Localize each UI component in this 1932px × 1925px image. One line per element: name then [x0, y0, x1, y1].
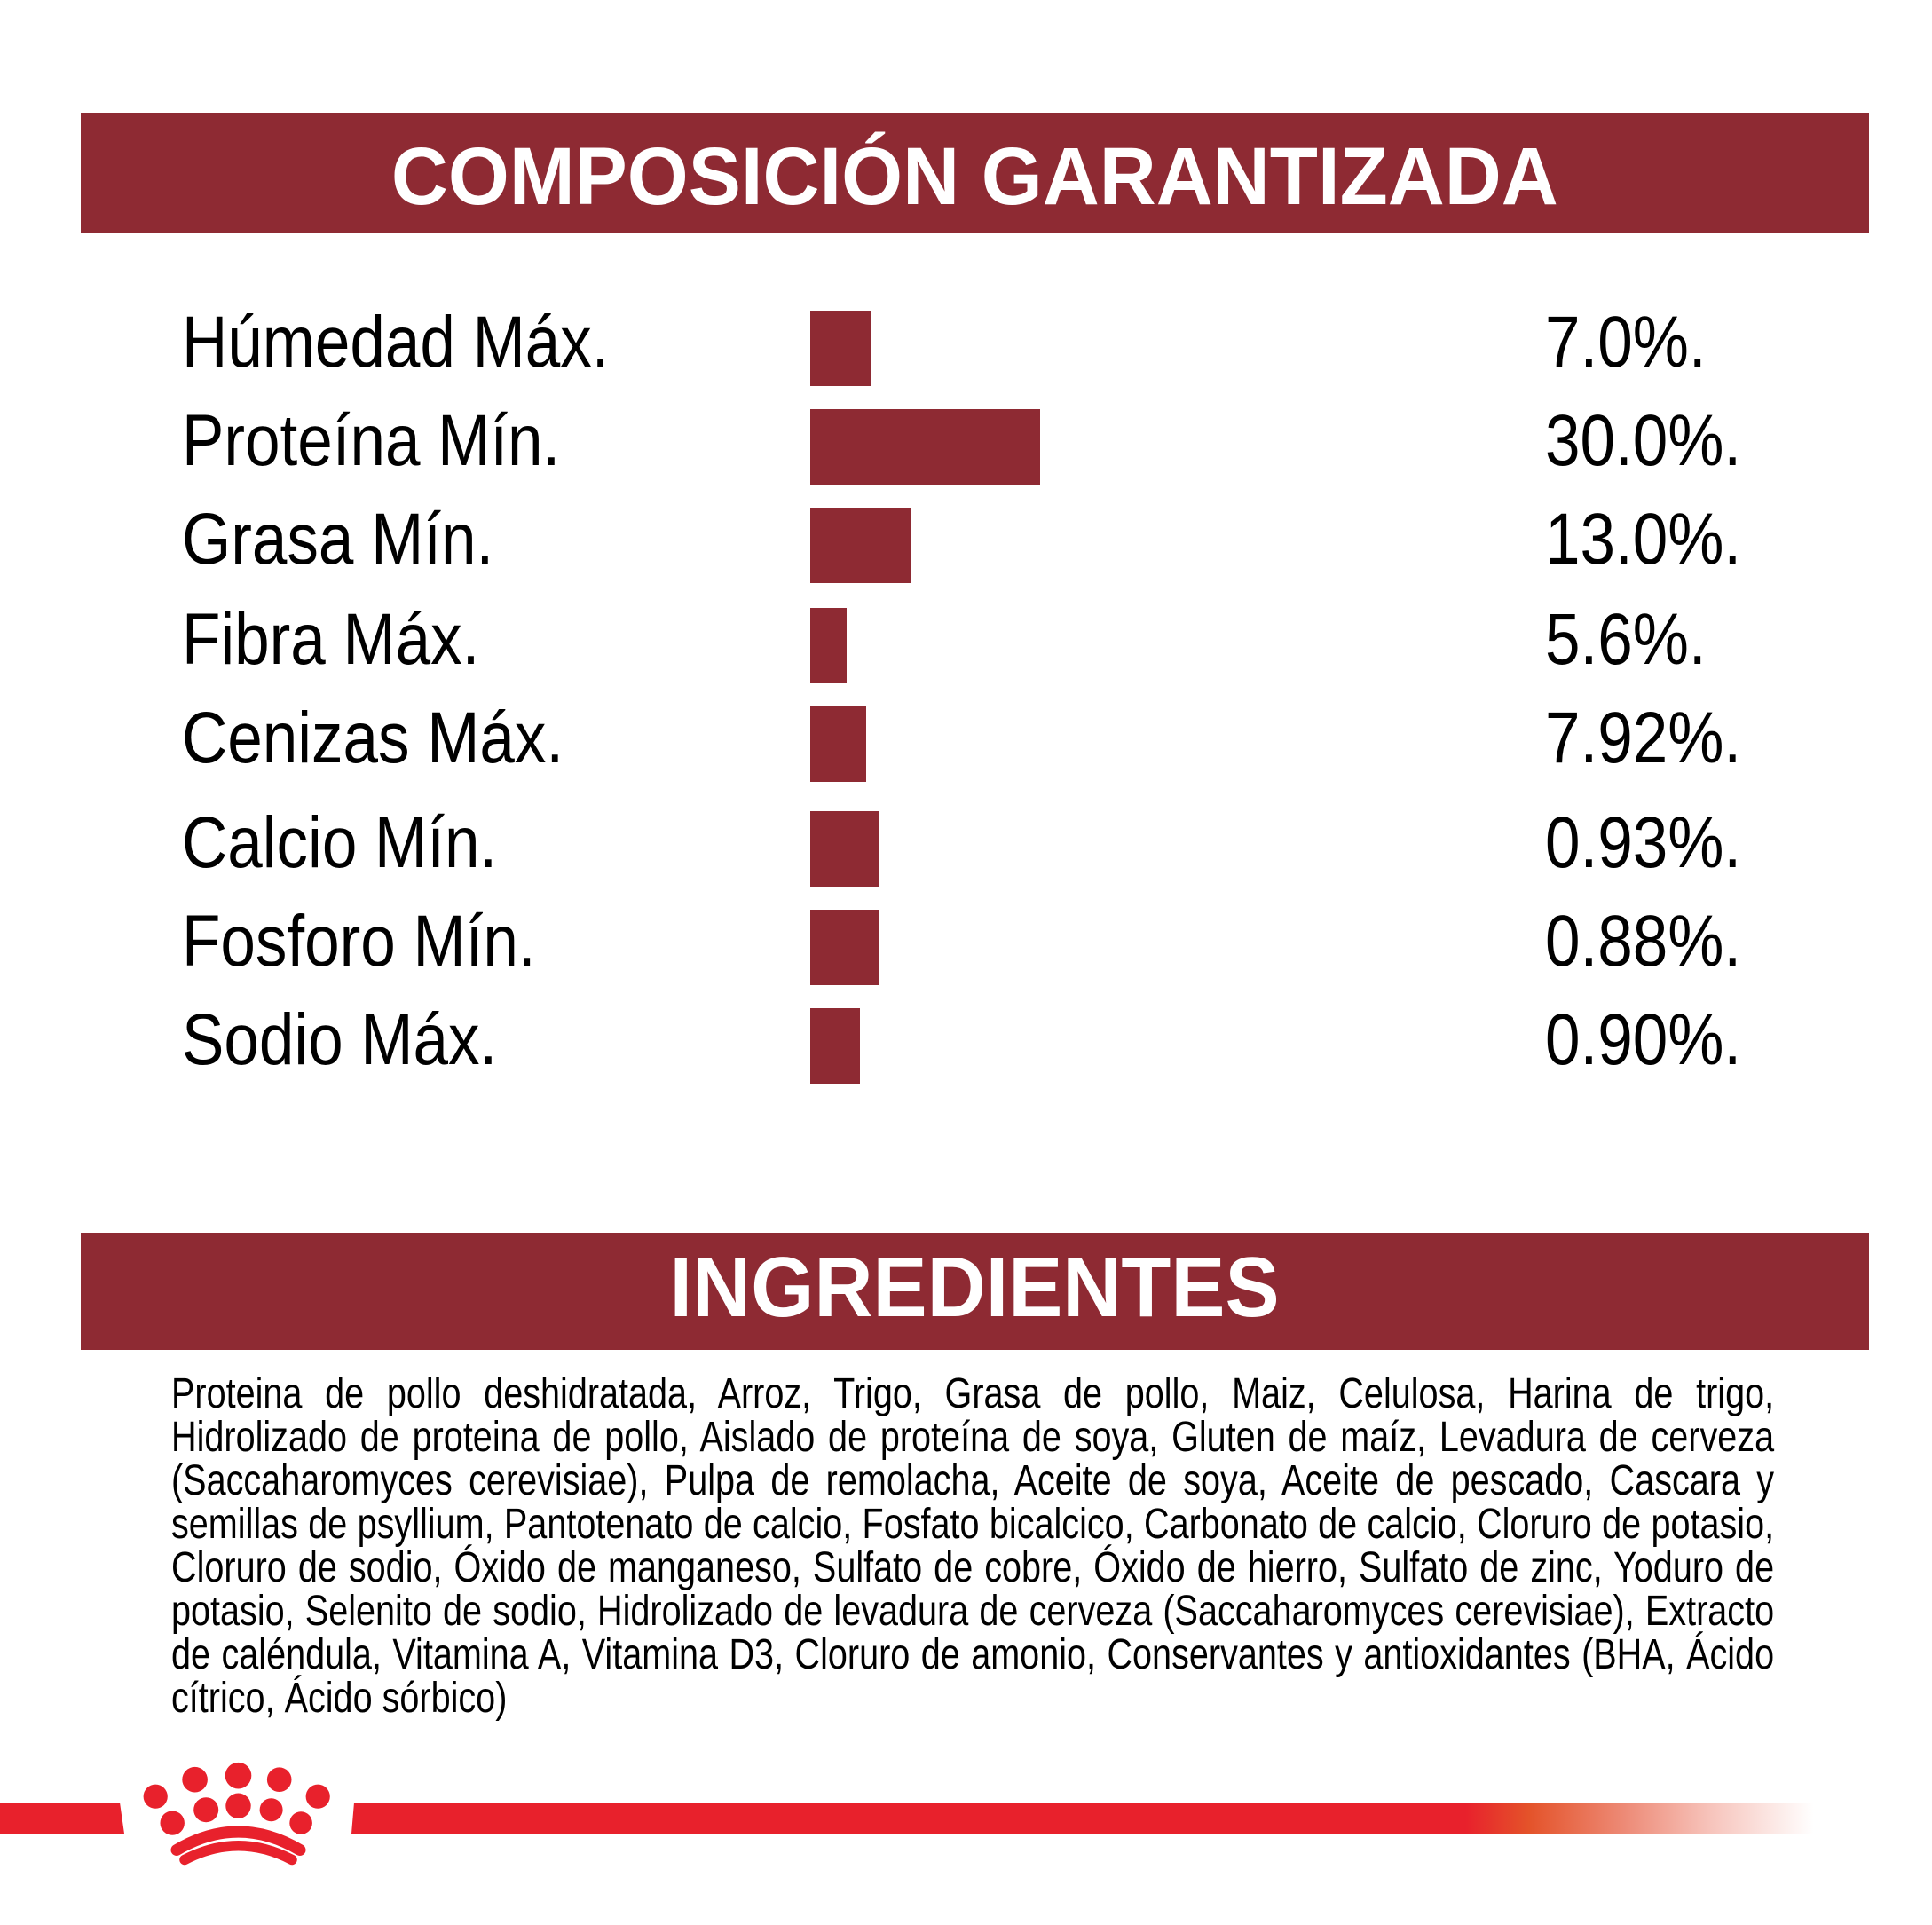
chart-row: Calcio Mín. 0.93%. [0, 802, 1932, 887]
ingredients-line: Hidrolizado de proteina de pollo, Aislad… [171, 1414, 1775, 1461]
ingredients-header-band: INGREDIENTES [81, 1233, 1869, 1350]
chart-row: Sodio Máx. 0.90%. [0, 999, 1932, 1084]
red-stripe-left [0, 1803, 124, 1834]
chart-row: Cenizas Máx. 7.92%. [0, 698, 1932, 782]
nutrient-value: 7.92%. [1545, 698, 1742, 778]
nutrient-value: 0.88%. [1545, 901, 1742, 982]
ingredients-line: cítrico, Ácido sórbico) [171, 1675, 508, 1722]
nutrient-label: Cenizas Máx. [182, 698, 564, 778]
nutrient-value: 13.0%. [1545, 499, 1742, 580]
ingredients-title: INGREDIENTES [670, 1240, 1280, 1335]
nutrient-label: Proteína Mín. [182, 400, 561, 481]
nutrient-value: 5.6%. [1545, 599, 1707, 680]
ingredients-line: de caléndula, Vitamina A, Vitamina D3, C… [171, 1631, 1775, 1678]
ingredients-line: (Saccaharomyces cerevisiae), Pulpa de re… [171, 1457, 1775, 1504]
chart-row: Húmedad Máx. 7.0%. [0, 302, 1932, 386]
bar [810, 706, 866, 782]
bar [810, 409, 1040, 485]
nutrient-label: Calcio Mín. [182, 802, 498, 883]
ingredients-line: potasio, Selenito de sodio, Hidrolizado … [171, 1588, 1775, 1635]
composition-header-band: COMPOSICIÓN GARANTIZADA [81, 113, 1869, 233]
nutrient-label: Sodio Máx. [182, 999, 498, 1080]
chart-row: Fibra Máx. 5.6%. [0, 599, 1932, 683]
nutrient-value: 7.0%. [1545, 302, 1707, 383]
nutrient-label: Grasa Mín. [182, 499, 494, 580]
bar [810, 311, 871, 386]
bar [810, 608, 847, 683]
chart-row: Grasa Mín. 13.0%. [0, 499, 1932, 583]
nutrient-value: 0.90%. [1545, 999, 1742, 1080]
bar [810, 508, 911, 583]
ingredients-paragraph: Proteina de pollo deshidratada, Arroz, T… [171, 1372, 1774, 1720]
nutrient-value: 0.93%. [1545, 802, 1742, 883]
chart-row: Fosforo Mín. 0.88%. [0, 901, 1932, 985]
bar [810, 1008, 860, 1084]
composition-title: COMPOSICIÓN GARANTIZADA [391, 130, 1558, 222]
chart-row: Proteína Mín. 30.0%. [0, 400, 1932, 485]
nutrient-label: Fibra Máx. [182, 599, 480, 680]
ingredients-line: Cloruro de sodio, Óxido de manganeso, Su… [171, 1544, 1775, 1591]
royal-canin-crown-icon [143, 1762, 330, 1866]
red-stripe-right [351, 1803, 1932, 1834]
ingredients-line: Proteina de pollo deshidratada, Arroz, T… [171, 1370, 1775, 1417]
nutrient-value: 30.0%. [1545, 400, 1742, 481]
ingredients-line: semillas de psyllium, Pantotenato de cal… [171, 1501, 1775, 1548]
nutrient-label: Húmedad Máx. [182, 302, 610, 383]
bar [810, 910, 879, 985]
bar [810, 811, 879, 887]
nutrient-label: Fosforo Mín. [182, 901, 536, 982]
